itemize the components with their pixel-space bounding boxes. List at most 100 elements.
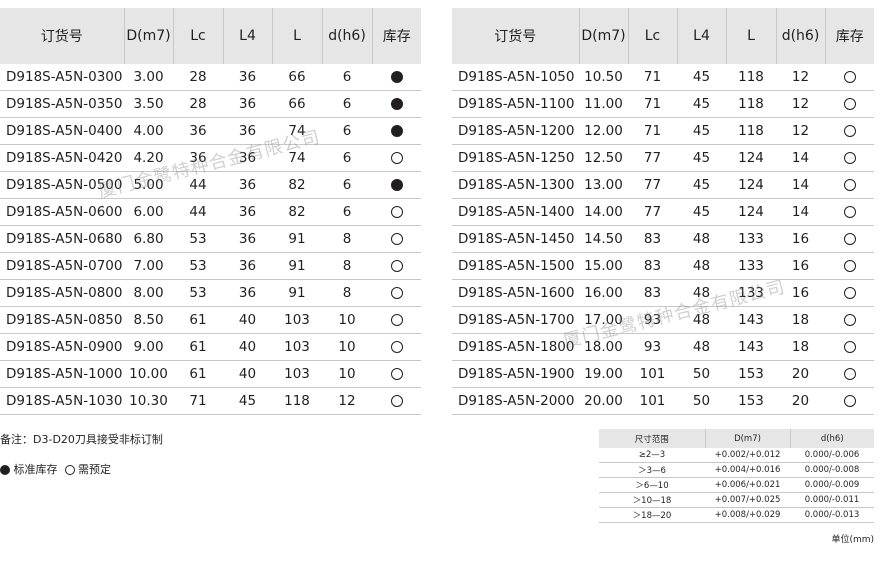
order-code: D918S-A5N-1100 — [452, 90, 579, 118]
tolerance-row: ＞10—18 +0.007/+0.025 0.000/-0.011 — [599, 492, 874, 508]
tolerance-table: 尺寸范围 D(m7) d(h6) ≥2—3 +0.002/+0.012 0.000/-0.… — [599, 429, 874, 523]
order-dot-icon — [843, 179, 856, 191]
table-cell: 103 — [272, 360, 322, 388]
stock-cell — [372, 387, 421, 415]
legend-order: 需预定 — [78, 463, 111, 476]
table-cell: 4.20 — [124, 144, 173, 172]
table-cell: 48 — [677, 225, 726, 253]
table-cell: 82 — [272, 171, 322, 199]
table-cell: 40 — [223, 306, 272, 334]
table-cell: 36 — [223, 117, 272, 145]
stock-cell — [372, 252, 421, 280]
table-cell: 45 — [677, 144, 726, 172]
table-cell: 118 — [726, 64, 776, 91]
table-cell: 45 — [677, 117, 726, 145]
table-cell: 74 — [272, 117, 322, 145]
stock-cell — [825, 387, 874, 415]
table-cell: 36 — [223, 171, 272, 199]
table-cell: 71 — [628, 90, 677, 118]
table-cell: 12 — [776, 117, 825, 145]
table-cell: 16 — [776, 252, 825, 280]
stock-dot-icon — [390, 125, 403, 137]
table-cell: 124 — [726, 198, 776, 226]
table-row: D918S-A5N-1500 15.00 83 48 133 16 — [452, 252, 874, 280]
table-cell: 12 — [776, 90, 825, 118]
order-dot-icon — [64, 465, 75, 475]
order-code: D918S-A5N-1900 — [452, 360, 579, 388]
order-code: D918S-A5N-0350 — [0, 90, 124, 118]
table-cell: 93 — [628, 333, 677, 361]
table-cell: 71 — [628, 117, 677, 145]
table-cell: 36 — [223, 279, 272, 307]
order-code: D918S-A5N-1800 — [452, 333, 579, 361]
table-cell: 118 — [272, 387, 322, 415]
table-cell: 53 — [173, 225, 223, 253]
table-cell: 77 — [628, 144, 677, 172]
table-cell: 133 — [726, 279, 776, 307]
table-cell: 3.00 — [124, 64, 173, 91]
order-code: D918S-A5N-1450 — [452, 225, 579, 253]
table-cell: 14.00 — [579, 198, 628, 226]
tolerance-cell: 0.000/-0.009 — [790, 477, 874, 493]
stock-cell — [372, 144, 421, 172]
table-row: D918S-A5N-0500 5.00 44 36 82 6 — [0, 171, 421, 199]
table-cell: 153 — [726, 360, 776, 388]
table-row: D918S-A5N-0800 8.00 53 36 91 8 — [0, 279, 421, 307]
tolerance-cell: ＞3—6 — [599, 462, 705, 478]
table-cell: 36 — [223, 64, 272, 91]
table-cell: 16 — [776, 225, 825, 253]
remark-note: 备注：D3-D20刀具接受非标订制 — [0, 433, 163, 446]
table-cell: 15.00 — [579, 252, 628, 280]
table-cell: 91 — [272, 279, 322, 307]
table-cell: 36 — [173, 117, 223, 145]
table-cell: 14 — [776, 171, 825, 199]
order-dot-icon — [390, 287, 403, 299]
order-dot-icon — [390, 233, 403, 245]
table-cell: 19.00 — [579, 360, 628, 388]
table-cell: 124 — [726, 144, 776, 172]
stock-cell — [825, 171, 874, 199]
table-cell: 83 — [628, 225, 677, 253]
table-cell: 12 — [776, 64, 825, 91]
order-dot-icon — [390, 368, 403, 380]
stock-cell — [372, 198, 421, 226]
tolerance-cell: 0.000/-0.006 — [790, 448, 874, 463]
table-cell: 71 — [173, 387, 223, 415]
stock-dot-icon — [0, 465, 10, 475]
stock-cell — [825, 279, 874, 307]
table-cell: 133 — [726, 225, 776, 253]
table-cell: 36 — [173, 144, 223, 172]
table-cell: 143 — [726, 306, 776, 334]
order-dot-icon — [843, 206, 856, 218]
table-cell: 10 — [322, 360, 372, 388]
table-cell: 61 — [173, 333, 223, 361]
order-dot-icon — [843, 260, 856, 272]
tolerance-row: ＞18—20 +0.008/+0.029 0.000/-0.013 — [599, 507, 874, 523]
stock-dot-icon — [390, 179, 403, 191]
table-cell: 4.00 — [124, 117, 173, 145]
order-code: D918S-A5N-1050 — [452, 64, 579, 91]
table-cell: 6 — [322, 144, 372, 172]
table-cell: 74 — [272, 144, 322, 172]
table-cell: 143 — [726, 333, 776, 361]
column-header: 订货号 — [0, 8, 124, 64]
order-dot-icon — [843, 287, 856, 299]
table-row: D918S-A5N-1100 11.00 71 45 118 12 — [452, 90, 874, 118]
column-header: L4 — [222, 8, 272, 64]
table-row: D918S-A5N-1300 13.00 77 45 124 14 — [452, 171, 874, 199]
column-header: D(m7) — [123, 8, 173, 64]
table-cell: 12 — [322, 387, 372, 415]
table-cell: 20 — [776, 387, 825, 415]
order-dot-icon — [390, 206, 403, 218]
order-code: D918S-A5N-1200 — [452, 117, 579, 145]
table-cell: 103 — [272, 333, 322, 361]
tolerance-row: ＞3—6 +0.004/+0.016 0.000/-0.008 — [599, 462, 874, 478]
table-cell: 45 — [677, 64, 726, 91]
column-header: L4 — [676, 8, 726, 64]
table-row: D918S-A5N-1000 10.00 61 40 103 10 — [0, 360, 421, 388]
order-code: D918S-A5N-0500 — [0, 171, 124, 199]
table-row: D918S-A5N-1800 18.00 93 48 143 18 — [452, 333, 874, 361]
table-cell: 82 — [272, 198, 322, 226]
stock-cell — [372, 90, 421, 118]
stock-cell — [372, 64, 421, 91]
